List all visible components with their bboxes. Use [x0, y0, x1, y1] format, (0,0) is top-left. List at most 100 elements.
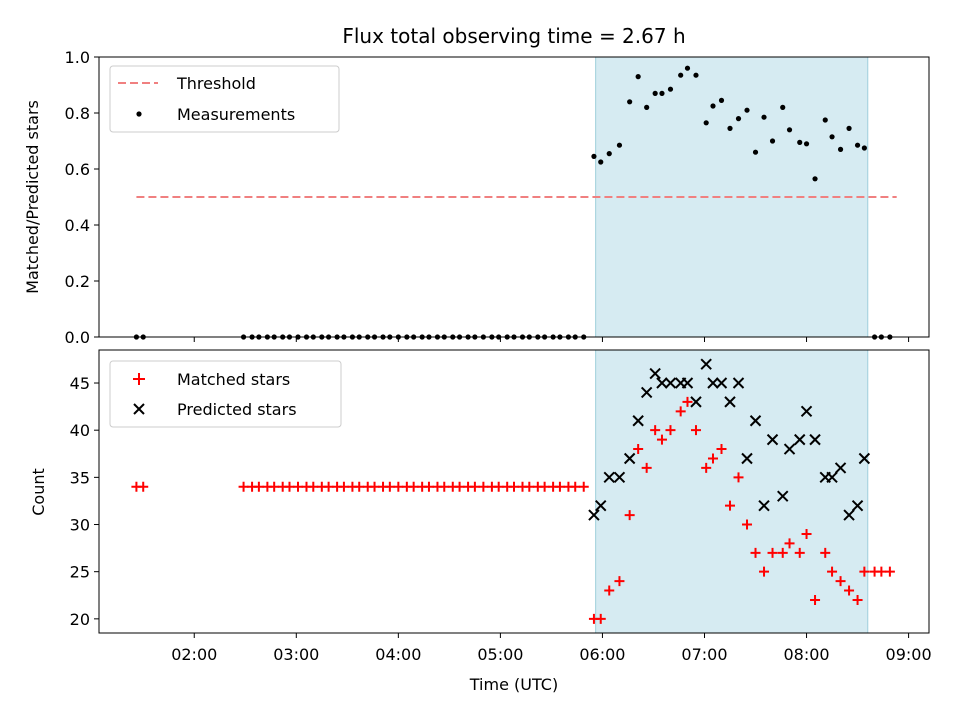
chart-title: Flux total observing time = 2.67 h	[342, 24, 685, 48]
predicted-stars-point	[843, 509, 855, 521]
predicted-stars-point	[858, 452, 871, 465]
measurements-point	[861, 145, 867, 151]
top-panel-ylabel: Matched/Predicted stars	[23, 100, 42, 294]
measurements-point	[616, 142, 623, 148]
matched-stars-point	[393, 481, 404, 492]
matched-stars-point	[604, 585, 615, 596]
bottom-legend-box	[109, 360, 342, 428]
x-tick-label: 03:00	[273, 645, 319, 664]
x-tick-label: 04:00	[375, 645, 421, 664]
matched-stars-point	[338, 481, 349, 492]
predicted-stars-point	[732, 377, 745, 389]
predicted-stars-point	[603, 471, 615, 484]
top-legend-box	[109, 65, 340, 133]
bottom-legend: Matched stars Predicted stars	[109, 360, 342, 428]
predicted-stars-point	[707, 377, 719, 389]
observing-window-bottom	[595, 349, 869, 634]
legend-matched-label: Matched stars	[177, 370, 290, 389]
matched-stars-point	[493, 481, 504, 492]
predicted-stars-point	[632, 415, 644, 427]
matched-stars-point	[308, 481, 319, 492]
predicted-stars-point	[834, 462, 847, 474]
predicted-stars-point	[724, 396, 736, 408]
matched-stars-point	[578, 481, 589, 492]
matched-stars-point	[733, 472, 744, 483]
predicted-stars-point	[800, 405, 813, 418]
matched-stars-point	[408, 481, 419, 492]
measurements-point	[727, 125, 733, 131]
y-tick-label: 30	[70, 516, 90, 535]
predicted-stars-point	[749, 415, 762, 427]
predicted-stars-point	[809, 433, 821, 446]
predicted-stars-point	[649, 367, 661, 380]
predicted-stars-point	[681, 377, 694, 389]
top-panel-frame	[98, 56, 930, 338]
matched-stars-point	[884, 566, 895, 577]
matched-stars-point	[323, 481, 334, 492]
matched-stars-point	[801, 528, 812, 539]
measurements-point	[678, 72, 684, 78]
x-axis-label: Time (UTC)	[469, 675, 558, 694]
predicted-stars-point	[777, 490, 789, 502]
top-panel-y-ticks: 0.0 0.2 0.4 0.6 0.8 1.0	[65, 48, 99, 347]
matched-stars-point	[794, 547, 805, 558]
matched-stars-point	[876, 566, 887, 577]
predicted-stars-point	[690, 396, 702, 408]
measurements-point	[659, 90, 665, 96]
matched-stars-point	[269, 481, 280, 492]
matched-stars-point	[238, 481, 249, 492]
measurements-point	[718, 97, 725, 103]
measurements-point	[644, 104, 650, 110]
bottom-panel: 20 25 30 35 40 45 02:00 03:00 04:00 05:00 06:00 07…	[29, 349, 932, 664]
bottom-panel-marks	[131, 358, 895, 624]
legend-threshold-label: Threshold	[176, 74, 256, 93]
predicted-stars-point	[623, 452, 636, 465]
matched-stars-point	[844, 585, 855, 596]
measurements-point	[703, 120, 709, 126]
matched-stars-point	[384, 481, 395, 492]
matched-stars-point	[767, 547, 778, 558]
matched-stars-point	[820, 547, 831, 558]
predicted-stars-point	[664, 377, 677, 389]
matched-stars-point	[759, 566, 770, 577]
matched-stars-point	[835, 576, 846, 587]
predicted-stars-point	[794, 433, 806, 446]
top-panel: 0.0 0.2 0.4 0.6 0.8 1.0 Matched/Predicted sta…	[23, 48, 930, 347]
matched-stars-point	[716, 444, 727, 455]
measurements-point	[744, 107, 750, 113]
matched-stars-point	[138, 481, 149, 492]
bottom-panel-ylabel: Count	[29, 468, 48, 516]
measurements-point	[846, 125, 852, 131]
matched-stars-point	[539, 481, 550, 492]
measurements-point	[769, 138, 776, 144]
matched-stars-point	[665, 425, 676, 436]
legend-measurements-label: Measurements	[177, 105, 295, 124]
matched-stars-point	[859, 566, 870, 577]
matched-stars-point	[707, 453, 718, 464]
y-tick-label: 40	[70, 421, 90, 440]
measurements-point	[803, 141, 810, 147]
bottom-panel-x-ticks: 02:00 03:00 04:00 05:00 06:00 07:00 08:00 09:00	[171, 633, 932, 664]
legend-predicted-label: Predicted stars	[177, 400, 297, 419]
y-tick-label: 0.8	[65, 104, 90, 123]
measurements-point	[822, 117, 828, 123]
matched-stars-point	[810, 594, 821, 605]
x-tick-label: 05:00	[477, 645, 523, 664]
matched-stars-point	[292, 481, 303, 492]
measurements-point	[627, 99, 633, 105]
y-tick-label: 1.0	[65, 48, 90, 67]
matched-stars-point	[570, 481, 581, 492]
predicted-stars-point	[656, 377, 668, 389]
predicted-stars-point	[595, 499, 607, 512]
measurements-point	[652, 90, 658, 96]
top-panel-x-ticks	[193, 337, 910, 342]
matched-stars-point	[284, 481, 295, 492]
matched-stars-point	[633, 444, 644, 455]
predicted-stars-point	[783, 443, 796, 455]
measurements-point	[797, 139, 803, 145]
measurements-point	[780, 104, 786, 110]
y-tick-label: 45	[70, 374, 90, 393]
matched-stars-point	[478, 481, 489, 492]
predicted-stars-point	[588, 509, 600, 521]
